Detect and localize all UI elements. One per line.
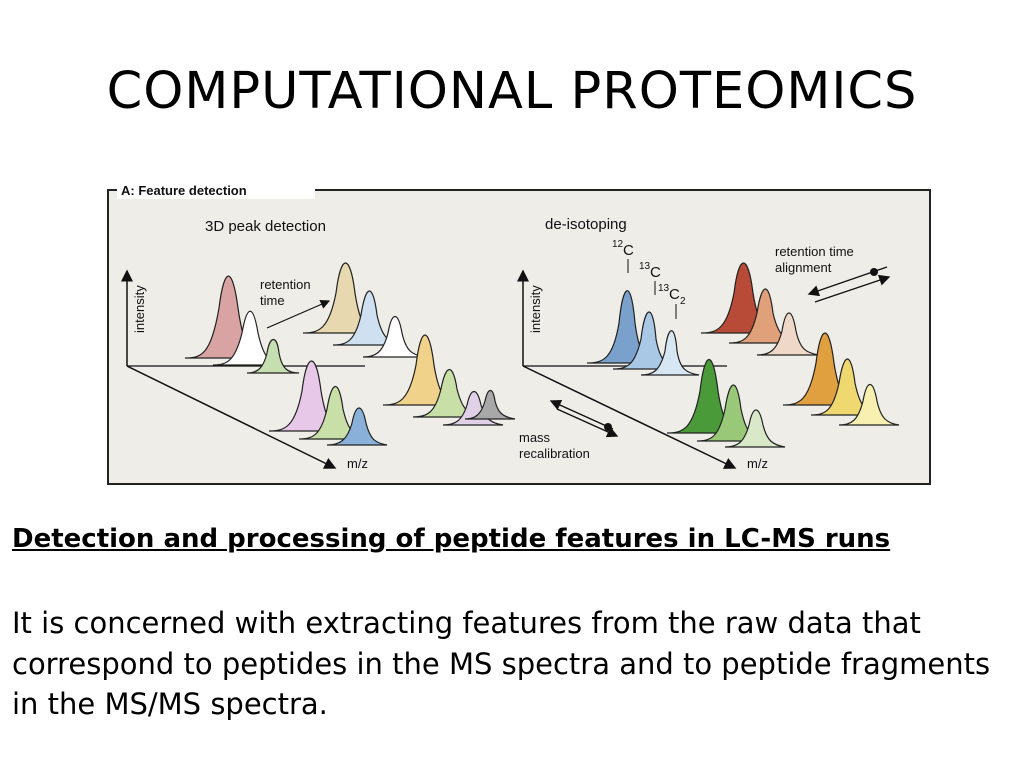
mass-recal-arrow-top [549,399,614,430]
section-heading: Detection and processing of peptide feat… [12,524,891,554]
peak [326,407,388,446]
left-z-label-line1: retention [260,277,311,292]
isotope-13c2: C [669,286,680,303]
left-x-label: m/z [347,456,368,471]
panel-title-backdrop [117,183,315,199]
isotope-12c-sup: 12 [612,239,624,250]
right-x-label: m/z [747,456,768,471]
panel-title: A: Feature detection [121,183,247,198]
peak [640,330,700,376]
left-x-axis [126,365,337,469]
mass-recal-line2: recalibration [519,446,590,461]
mass-recal-arrow-bottom [556,408,619,438]
isotope-13c2-sup: 13 [658,283,670,294]
right-x-axis [522,365,737,469]
peak [362,315,426,358]
peak [442,390,504,426]
left-z-label-line2: time [260,293,285,308]
rt-alignment-arrow-bottom [814,274,891,303]
right-y-label: intensity [528,285,543,333]
mass-recalibration-arrows [549,399,619,438]
mass-recal-dot [604,423,612,431]
isotope-13c-sup: 13 [639,261,651,272]
feature-detection-figure: A: Feature detection 3D peak detection i… [107,183,931,485]
isotope-13c2-sub: 2 [680,296,686,307]
peak [246,338,300,374]
rt-alignment-dot-top [870,268,878,276]
rt-alignment-arrows [807,266,891,303]
isotope-13c: C [650,264,661,281]
left-y-label: intensity [132,285,147,333]
right-title: de-isotoping [545,216,627,233]
peak [464,389,516,420]
slide-title: COMPUTATIONAL PROTEOMICS [106,62,918,121]
rt-alignment-line1: retention time [775,244,854,259]
peak [756,312,820,356]
rt-alignment-line2: alignment [775,260,832,275]
peak [724,409,786,448]
right-axes [517,269,737,469]
mass-recal-line1: mass [519,430,551,445]
isotope-12c: C [623,242,634,259]
left-axes [121,269,365,469]
left-peaks [184,262,516,446]
right-peaks [586,262,900,448]
left-title: 3D peak detection [205,218,326,235]
left-rt-arrow [266,299,331,329]
peak [838,383,900,426]
isotope-labels: 12 C 13 C 13 C 2 [612,239,686,319]
body-paragraph: It is concerned with extracting features… [12,606,991,721]
